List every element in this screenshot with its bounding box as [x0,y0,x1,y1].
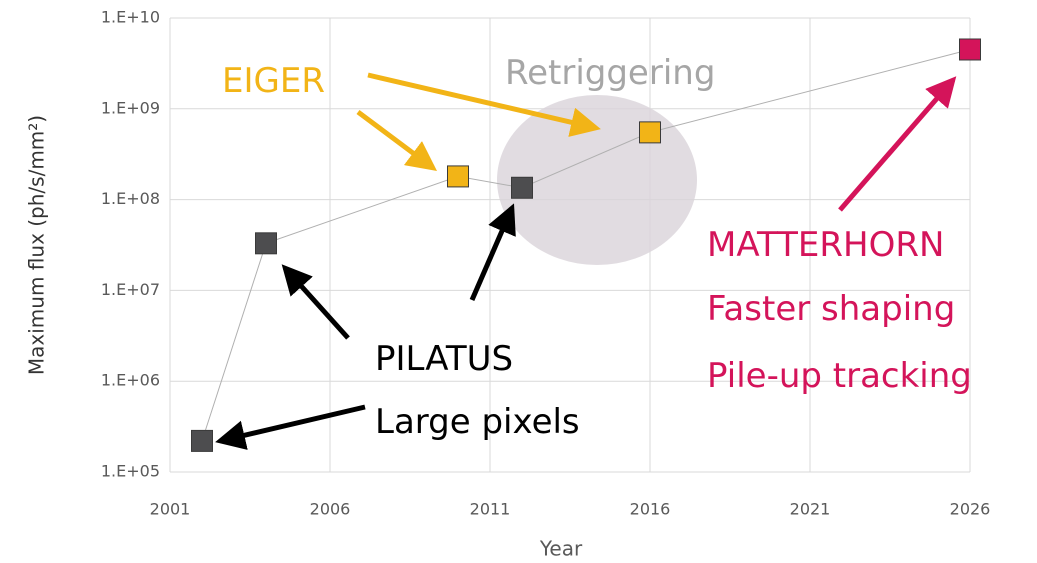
annotation: EIGER [222,61,325,101]
arrow [356,109,438,171]
point [447,165,469,188]
arrows [215,72,957,450]
annotation: Faster shaping [707,289,955,329]
point [511,176,533,199]
y-tick-label: 1.E+05 [101,462,160,481]
plot [191,38,981,452]
arrow [838,76,957,212]
y-tick-label: 1.E+10 [101,8,160,27]
point [255,232,277,255]
annotation: PILATUS [375,339,513,379]
annotation: Large pixels [375,402,580,442]
x-tick-label: 2001 [150,500,191,519]
point [191,429,213,452]
point [959,38,981,61]
x-tick-label: 2026 [950,500,991,519]
y-tick-label: 1.E+09 [101,98,160,117]
y-tick-label: 1.E+08 [101,189,160,208]
x-tick-label: 2021 [790,500,831,519]
y-axis-label: Maximum flux (ph/s/mm²) [25,115,49,375]
arrow [469,203,516,301]
connecting-line [201,49,971,442]
arrow [215,404,366,450]
y-tick-label: 1.E+07 [101,280,160,299]
point [639,121,661,144]
y-tick-label: 1.E+06 [101,371,160,390]
annotation: Pile-up tracking [707,356,972,396]
arrow [281,264,350,340]
x-tick-label: 2016 [630,500,671,519]
x-tick-label: 2006 [310,500,351,519]
annotation: Retriggering [505,53,715,93]
x-tick-label: 2011 [470,500,511,519]
arrow [367,72,601,137]
x-axis-label: Year [539,537,583,561]
annotation: MATTERHORN [707,225,944,265]
